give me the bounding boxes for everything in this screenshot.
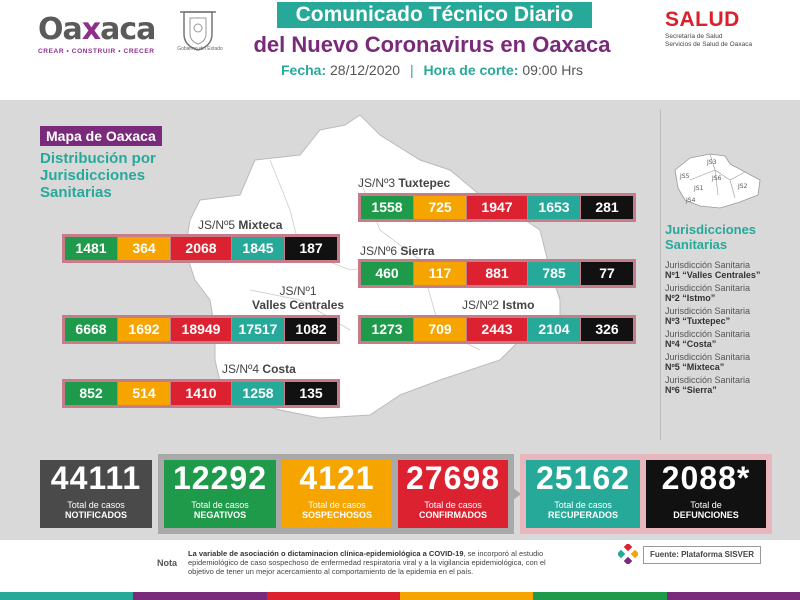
- value-defunciones: 187: [285, 237, 337, 260]
- legend-list: Jurisdicción Sanitaria Nº1 “Valles Centra…: [665, 260, 795, 398]
- crest-label: Gobierno del Estado: [177, 46, 223, 52]
- map-subtitle: Distribución por Jurisdicciones Sanitari…: [40, 150, 156, 201]
- row-js2: 1273 709 2443 2104 326: [358, 315, 636, 344]
- row-js4: 852 514 1410 1258 135: [62, 379, 340, 408]
- value-negativos: 1273: [361, 318, 413, 341]
- value-recuperados: 1258: [232, 382, 284, 405]
- row-js3: 1558 725 1947 1653 281: [358, 193, 636, 222]
- value-recuperados: 785: [528, 262, 580, 285]
- value-sospechosos: 709: [414, 318, 466, 341]
- page-subtitle: del Nuevo Coronavirus en Oaxaca: [253, 32, 611, 57]
- page-title: Comunicado Técnico Diario: [277, 2, 592, 28]
- legend-item: Jurisdicción Sanitaria Nº6 “Sierra”: [665, 375, 751, 395]
- value-sospechosos: 1692: [118, 318, 170, 341]
- value-sospechosos: 117: [414, 262, 466, 285]
- mini-map-js2: JS2: [737, 183, 748, 190]
- oaxaca-logo: Oaxaca CREAR • CONSTRUIR • CRECER: [38, 14, 168, 56]
- value-negativos: 852: [65, 382, 117, 405]
- value-negativos: 460: [361, 262, 413, 285]
- value-negativos: 6668: [65, 318, 117, 341]
- value-confirmados: 18949: [171, 318, 231, 341]
- value-negativos: 1481: [65, 237, 117, 260]
- total-sospechosos: 4121 Total de casos SOSPECHOSOS: [282, 460, 392, 528]
- sisver-logo-icon: [618, 544, 638, 564]
- legend-item: Jurisdicción Sanitaria Nº3 “Tuxtepec”: [665, 306, 751, 326]
- label-js5: JS/Nº5 Mixteca: [198, 218, 283, 232]
- total-defunciones: 2088* Total de DEFUNCIONES: [646, 460, 766, 528]
- hora-value: 09:00 Hrs: [522, 62, 584, 78]
- row-js5: 1481 364 2068 1845 187: [62, 234, 340, 263]
- date-line: Fecha: 28/12/2020 | Hora de corte: 09:00…: [280, 62, 584, 78]
- source-label: Fuente: Plataforma SISVER: [643, 546, 761, 564]
- legend-item: Jurisdicción Sanitaria Nº5 “Mixteca”: [665, 352, 751, 372]
- value-sospechosos: 725: [414, 196, 466, 219]
- map-tag: Mapa de Oaxaca: [40, 126, 162, 146]
- label-js2: JS/Nº2 Istmo: [462, 298, 535, 312]
- value-positivos-comunitarios: 1558: [361, 196, 413, 219]
- legend-item: Jurisdicción Sanitaria Nº2 “Istmo”: [665, 283, 751, 303]
- value-recuperados: 2104: [528, 318, 580, 341]
- label-js3: JS/Nº3 Tuxtepec: [358, 176, 451, 190]
- state-crest-icon: [180, 11, 216, 51]
- value-confirmados: 2068: [171, 237, 231, 260]
- row-js1: 6668 1692 18949 17517 1082: [62, 315, 340, 344]
- label-js4: JS/Nº4 Costa: [222, 362, 296, 376]
- mini-map-js3: JS3: [706, 159, 717, 166]
- total-confirmados: 27698 Total de casos CONFIRMADOS: [398, 460, 508, 528]
- value-confirmados: 881: [467, 262, 527, 285]
- nota-label: Nota: [157, 558, 177, 568]
- row-js6: 460 117 881 785 77: [358, 259, 636, 288]
- value-confirmados: 1410: [171, 382, 231, 405]
- mini-map-js5: JS5: [679, 173, 690, 180]
- mini-map-js6: JS6: [711, 175, 722, 182]
- legend-item: Jurisdicción Sanitaria Nº1 “Valles Centra…: [665, 260, 761, 280]
- value-sospechosos: 364: [118, 237, 170, 260]
- value-confirmados: 2443: [467, 318, 527, 341]
- value-defunciones: 1082: [285, 318, 337, 341]
- legend-item: Jurisdicción Sanitaria Nº4 “Costa”: [665, 329, 751, 349]
- value-recuperados: 17517: [232, 318, 284, 341]
- value-recuperados: 1845: [232, 237, 284, 260]
- legend-divider: [660, 110, 661, 440]
- fecha-value: 28/12/2020: [330, 62, 401, 78]
- totals-arrow: [513, 488, 521, 500]
- value-defunciones: 77: [581, 262, 633, 285]
- total-notificados: 44111 Total de casos NOTIFICADOS: [40, 460, 152, 528]
- value-defunciones: 281: [581, 196, 633, 219]
- jurisdiction-mini-map: JS3 JS5 JS6 JS1 JS2 JS4: [674, 153, 761, 209]
- value-recuperados: 1653: [528, 196, 580, 219]
- salud-subtitle: Secretaría de Salud Servicios de Salud d…: [665, 33, 753, 48]
- label-js6: JS/Nº6 Sierra: [360, 244, 435, 258]
- total-negativos: 12292 Total de casos NEGATIVOS: [164, 460, 276, 528]
- logo-tagline: CREAR • CONSTRUIR • CRECER: [38, 48, 155, 55]
- mini-map-js4: JS4: [685, 197, 696, 204]
- mini-map-js1: JS1: [693, 185, 704, 192]
- value-defunciones: 326: [581, 318, 633, 341]
- value-sospechosos: 514: [118, 382, 170, 405]
- bottom-color-bar: [0, 592, 800, 600]
- legend-title: Jurisdicciones Sanitarias: [665, 222, 757, 252]
- label-js1: JS/Nº1 Valles Centrales: [252, 284, 345, 312]
- value-defunciones: 135: [285, 382, 337, 405]
- salud-logo: SALUD: [665, 8, 740, 31]
- nota-text: La variable de asociación o dictaminacio…: [188, 549, 546, 576]
- value-confirmados: 1947: [467, 196, 527, 219]
- total-recuperados: 25162 Total de casos RECUPERADOS: [526, 460, 640, 528]
